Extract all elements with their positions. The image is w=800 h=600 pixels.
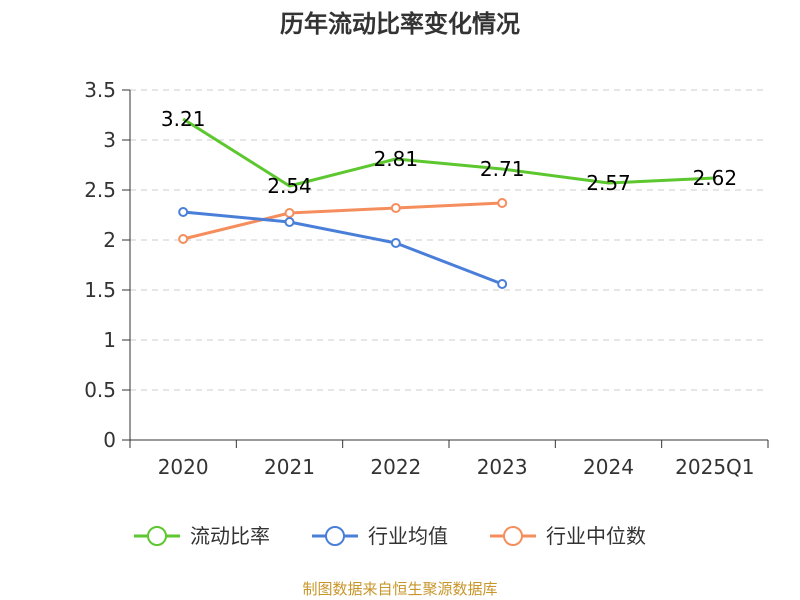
x-tick-label: 2024 [583, 455, 634, 479]
legend-item: 行业中位数 [490, 524, 646, 548]
data-point [178, 234, 189, 244]
data-point [497, 198, 508, 208]
series-line [182, 201, 503, 241]
data-label: 3.21 [161, 107, 206, 131]
legend-label: 行业中位数 [546, 524, 646, 548]
data-point [390, 238, 401, 248]
data-labels: 3.21 2.54 2.81 2.71 2.57 2.62 [161, 107, 737, 198]
grid-lines [130, 89, 768, 391]
data-point [390, 203, 401, 213]
x-tick-label: 2022 [370, 455, 421, 479]
axes: 0 0.5 1 1.5 2 2.5 3 3.5 2020 2021 2022 2023 2024 2025… [84, 78, 769, 479]
y-tick-label: 0 [103, 428, 116, 452]
legend-swatch-marker [147, 526, 167, 546]
data-point [284, 217, 295, 227]
x-tick-label: 2020 [158, 455, 209, 479]
chart-title: 历年流动比率变化情况 [280, 10, 520, 38]
data-label: 2.71 [480, 157, 525, 181]
x-tick-label: 2023 [477, 455, 528, 479]
y-tick-label: 1.5 [84, 278, 116, 302]
y-tick-label: 0.5 [84, 378, 116, 402]
data-label: 2.57 [586, 171, 631, 195]
legend-label: 流动比率 [190, 524, 270, 548]
source-note: 制图数据来自恒生聚源数据库 [302, 580, 498, 598]
data-point [178, 207, 189, 217]
x-tick-label: 2025Q1 [675, 455, 754, 479]
series-line [182, 117, 715, 188]
legend-item: 流动比率 [134, 524, 270, 548]
legend-swatch-marker [325, 526, 345, 546]
legend: 流动比率 行业均值 行业中位数 [134, 524, 646, 548]
series-line [183, 210, 503, 286]
data-point [284, 208, 295, 218]
legend-label: 行业均值 [368, 524, 448, 548]
data-point [497, 279, 508, 289]
data-label: 2.54 [267, 174, 312, 198]
y-tick-label: 2 [103, 228, 116, 252]
x-tick-label: 2021 [264, 455, 315, 479]
y-tick-label: 1 [103, 328, 116, 352]
data-label: 2.62 [693, 166, 738, 190]
legend-item: 行业均值 [312, 524, 448, 548]
data-label: 2.81 [374, 147, 419, 171]
series-lines [178, 117, 715, 289]
y-tick-label: 3 [103, 128, 116, 152]
y-tick-label: 3.5 [84, 78, 116, 102]
legend-swatch-marker [503, 526, 523, 546]
y-tick-label: 2.5 [84, 178, 116, 202]
